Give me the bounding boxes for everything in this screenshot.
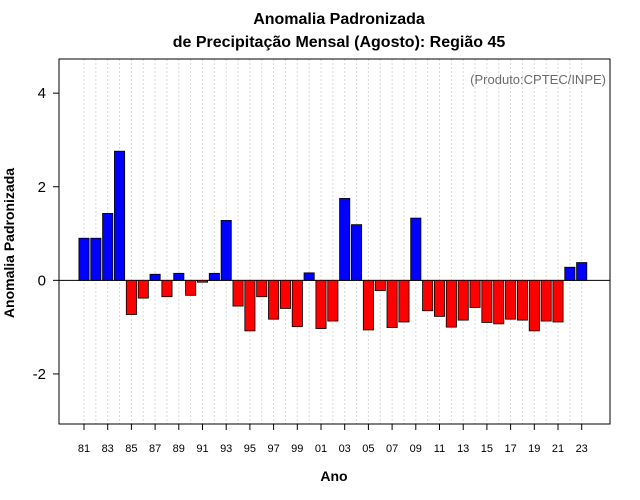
bar-1984	[114, 150, 126, 281]
x-tick-label: 13	[457, 443, 469, 455]
x-tick-label: 11	[434, 443, 445, 455]
bar-2006	[374, 279, 386, 292]
bar-1990	[185, 279, 197, 296]
bar-1998	[279, 279, 291, 309]
bar-2009	[410, 217, 422, 281]
bar-2015	[481, 279, 493, 323]
bar-1981	[78, 237, 90, 281]
bar-1983	[102, 213, 114, 281]
bar-1993	[220, 220, 232, 281]
x-tick-label: 95	[244, 443, 256, 455]
bar-2007	[386, 279, 398, 328]
bar-2005	[362, 279, 374, 331]
x-tick-label: 97	[267, 443, 279, 455]
x-tick-label: 83	[102, 443, 114, 455]
x-axis: 81 83 85 87 89 91 93 95 97 99 01 03 05 07 09 11 13 15 17 19…	[78, 424, 588, 455]
source-annotation: (Produto:CPTEC/INPE)	[470, 72, 606, 87]
bar-2002	[327, 279, 339, 322]
x-tick-label: 89	[173, 443, 185, 455]
y-tick-label: 2	[38, 179, 46, 196]
x-tick-label: 17	[504, 443, 516, 455]
bar-2013	[457, 279, 469, 321]
bar-1995	[244, 279, 256, 332]
bar-1989	[173, 272, 185, 281]
x-axis-title: Ano	[320, 468, 347, 484]
bar-2022	[564, 266, 576, 281]
x-tick-label: 99	[291, 443, 303, 455]
bar-1991	[196, 279, 208, 283]
vertical-grid	[83, 59, 583, 424]
bar-2001	[315, 279, 327, 329]
x-tick-label: 05	[362, 443, 374, 455]
bar-2000	[303, 272, 315, 281]
bar-2014	[469, 279, 481, 308]
y-axis: -2 0 2 4	[33, 85, 59, 383]
bar-2017	[505, 279, 517, 320]
x-tick-label: 93	[220, 443, 232, 455]
x-tick-label: 07	[386, 443, 398, 455]
bar-2016	[493, 279, 505, 325]
bar-2003	[339, 198, 351, 281]
y-tick-label: 0	[38, 272, 46, 289]
bar-1985	[125, 279, 137, 315]
x-tick-label: 81	[78, 443, 90, 455]
bar-2004	[351, 224, 363, 281]
x-tick-label: 91	[196, 443, 208, 455]
bar-1986	[137, 279, 149, 299]
x-tick-label: 09	[410, 443, 422, 455]
bar-2012	[445, 279, 457, 328]
x-tick-label: 21	[552, 443, 564, 455]
x-tick-label: 19	[528, 443, 540, 455]
bar-2019	[528, 279, 540, 332]
bar-1997	[268, 279, 280, 320]
bar-2011	[433, 279, 445, 317]
y-axis-title: Anomalia Padronizada	[1, 168, 17, 318]
x-tick-label: 01	[315, 443, 327, 455]
bar-1994	[232, 279, 244, 307]
x-tick-label: 87	[149, 443, 161, 455]
bar-2010	[422, 279, 434, 312]
bar-1992	[208, 272, 220, 281]
bar-1982	[90, 237, 102, 281]
y-tick-label: 4	[38, 85, 46, 102]
plot-frame	[58, 58, 611, 425]
x-tick-label: 85	[125, 443, 137, 455]
bar-1999	[291, 279, 303, 328]
bar-2008	[398, 279, 410, 323]
x-tick-label: 23	[576, 443, 588, 455]
bars	[78, 150, 588, 332]
bar-1996	[256, 279, 268, 298]
x-tick-label: 03	[339, 443, 351, 455]
bar-1987	[149, 273, 161, 281]
bar-2023	[576, 262, 588, 281]
x-tick-label: 15	[481, 443, 493, 455]
bar-2020	[540, 279, 552, 322]
chart-title-line1: Anomalia Padronizada	[253, 11, 425, 28]
chart-title-line2: de Precipitação Mensal (Agosto): Região …	[173, 34, 506, 51]
bar-2021	[552, 279, 564, 323]
y-tick-label: -2	[33, 366, 46, 383]
bar-2018	[516, 279, 528, 321]
bar-1988	[161, 279, 173, 298]
